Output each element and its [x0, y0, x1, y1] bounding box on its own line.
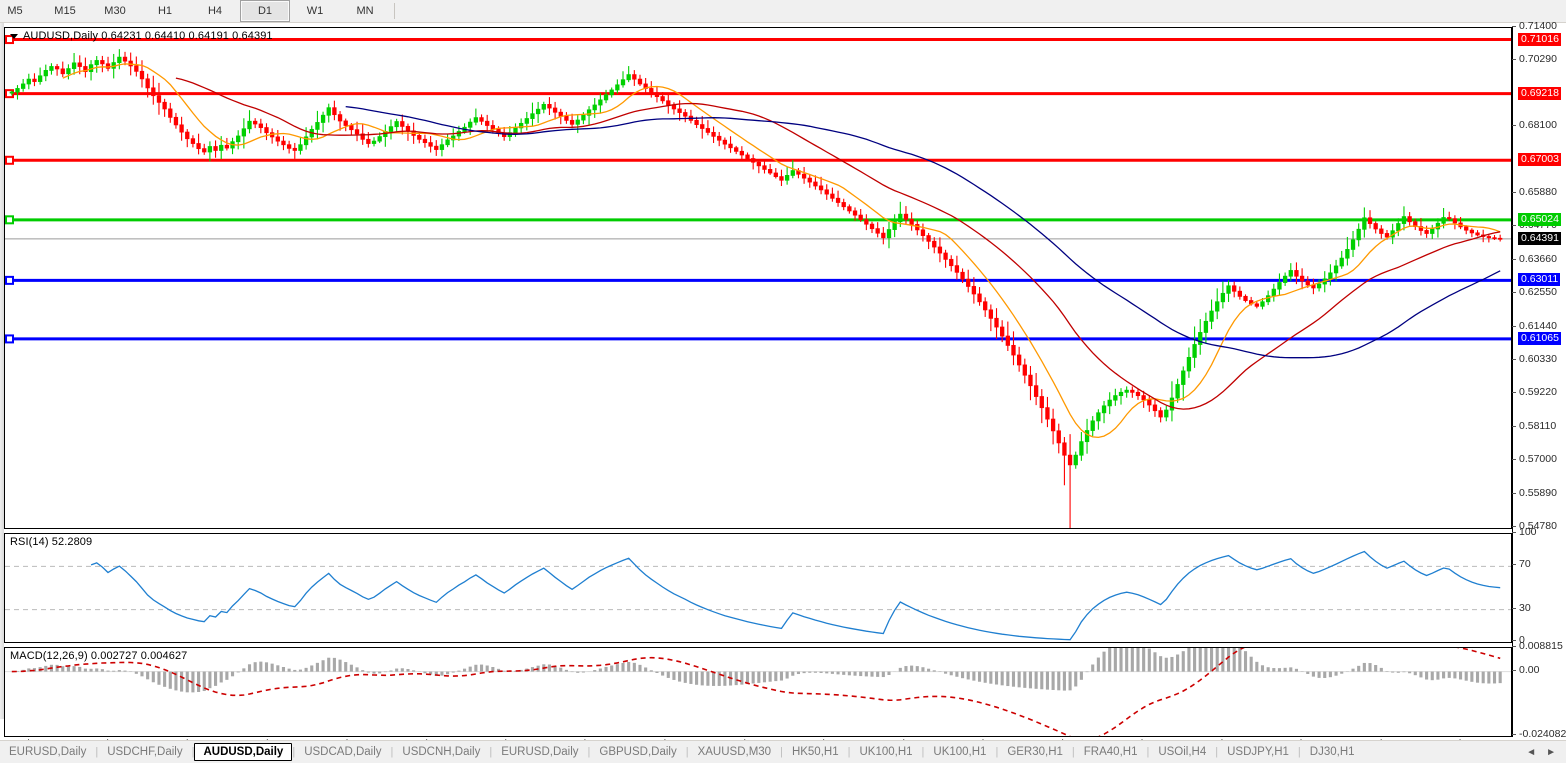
macd-tick-0: 0.008815: [1512, 641, 1563, 652]
tab-divider: |: [847, 746, 851, 758]
rsi-pane[interactable]: RSI(14) 52.2809: [4, 533, 1512, 643]
macd-plot: [5, 648, 1511, 736]
chart-tab-eurusd-daily[interactable]: EURUSD,Daily: [501, 746, 579, 758]
rsi-plot: [5, 534, 1511, 642]
chart-area: AUDUSD,Daily 0.64231 0.64410 0.64191 0.6…: [0, 21, 1566, 755]
timeframe-m30[interactable]: M30: [104, 5, 126, 17]
level-tag-4-value: 0.64391: [1518, 231, 1561, 245]
tab-divider: |: [390, 746, 394, 758]
price-tick-7: 0.61440: [1512, 320, 1557, 332]
price-tick-12: 0.55890: [1512, 487, 1557, 499]
tab-divider: |: [780, 746, 783, 758]
tab-divider: |: [921, 746, 925, 758]
tab-scroll-left-icon[interactable]: ◄: [1526, 746, 1537, 758]
chart-tab-xauusd-m30[interactable]: XAUUSD,M30: [697, 746, 772, 758]
tab-divider: |: [95, 746, 99, 758]
price-tick-9: 0.59220: [1512, 387, 1557, 398]
level-tag-0[interactable]: 0.71016: [1512, 32, 1561, 46]
timeframe-mn[interactable]: MN: [356, 5, 374, 17]
toolbar-divider: [394, 3, 395, 19]
level-tag-1[interactable]: 0.69218: [1512, 86, 1561, 100]
chart-tab-uk100-h1[interactable]: UK100,H1: [933, 746, 987, 758]
chart-tab-gbpusd-daily[interactable]: GBPUSD,Daily: [599, 746, 677, 758]
rsi-tick-1: 70: [1512, 559, 1531, 570]
symbol-text: AUDUSD,Daily 0.64231 0.64410 0.64191 0.6…: [23, 30, 273, 42]
price-tick-11: 0.57000: [1512, 454, 1557, 465]
chart-tab-usdcnh-daily[interactable]: USDCNH,Daily: [402, 746, 481, 758]
tab-divider: |: [1215, 746, 1219, 758]
chart-tab-ger30-h1[interactable]: GER30,H1: [1007, 746, 1063, 758]
timeframe-h1[interactable]: H1: [157, 5, 173, 17]
level-tag-5-value: 0.63011: [1518, 273, 1561, 287]
left-scroll-edge[interactable]: [0, 23, 4, 719]
tab-divider: |: [191, 746, 195, 758]
price-tick-1: 0.70290: [1512, 54, 1557, 65]
price-tick-8: 0.60330: [1512, 354, 1557, 365]
chart-tab-usoil-h4[interactable]: USOil,H4: [1158, 746, 1207, 758]
price-tick-6: 0.62550: [1512, 287, 1557, 298]
candlestick-svg: [5, 35, 1511, 528]
rsi-label: RSI(14) 52.2809: [10, 536, 93, 548]
tab-divider: |: [1071, 746, 1075, 758]
level-tag-1-value: 0.69218: [1518, 86, 1561, 100]
price-tick-3: 0.65880: [1512, 187, 1557, 198]
chart-tab-audusd-daily[interactable]: AUDUSD,Daily: [194, 743, 293, 761]
level-tag-4[interactable]: 0.64391: [1512, 231, 1561, 245]
timeframe-toolbar: M5 M15 M30 H1 H4 D1 W1 MN: [0, 0, 1566, 23]
timeframe-h4[interactable]: H4: [207, 5, 223, 17]
chevron-down-icon[interactable]: [10, 33, 18, 39]
chart-tab-usdcad-daily[interactable]: USDCAD,Daily: [304, 746, 382, 758]
timeframe-w1[interactable]: W1: [306, 5, 324, 17]
level-tag-5[interactable]: 0.63011: [1512, 273, 1561, 287]
macd-pane[interactable]: MACD(12,26,9) 0.002727 0.004627: [4, 647, 1512, 737]
price-tick-13: 0.54780: [1512, 521, 1557, 532]
tab-divider: |: [587, 746, 591, 758]
level-tag-3-value: 0.65024: [1518, 212, 1561, 226]
rsi-tick-3: 0: [1512, 635, 1525, 646]
tab-divider: |: [292, 746, 296, 758]
chart-tab-usdchf-daily[interactable]: USDCHF,Daily: [107, 746, 183, 758]
tab-nav: ◄ ►: [1526, 747, 1566, 758]
chart-tab-eurusd-daily[interactable]: EURUSD,Daily: [9, 746, 87, 758]
macd-tick-2: -0.024082: [1512, 729, 1566, 740]
tab-divider: |: [685, 746, 689, 758]
macd-svg: [5, 648, 1511, 736]
price-plot: [5, 28, 1511, 528]
level-tag-6[interactable]: 0.61065: [1512, 331, 1561, 345]
timeframe-m15[interactable]: M15: [54, 5, 76, 17]
axis-rule: [1512, 27, 1513, 737]
level-tag-2-value: 0.67003: [1518, 153, 1561, 167]
rsi-svg: [5, 550, 1511, 641]
chart-tab-usdjpy-h1[interactable]: USDJPY,H1: [1227, 746, 1289, 758]
level-tag-3[interactable]: 0.65024: [1512, 212, 1561, 226]
chart-tab-bar[interactable]: EURUSD,Daily | USDCHF,Daily | AUDUSD,Daily | U…: [0, 740, 1566, 763]
price-tick-0: 0.71400: [1512, 21, 1557, 32]
level-tag-6-value: 0.61065: [1518, 331, 1561, 345]
level-tag-2[interactable]: 0.67003: [1512, 153, 1561, 167]
chart-tab-dj30-h1[interactable]: DJ30,H1: [1309, 746, 1355, 758]
chart-tab-hk50-h1[interactable]: HK50,H1: [791, 746, 839, 758]
timeframe-d1[interactable]: D1: [240, 0, 290, 22]
tab-divider: |: [1146, 746, 1150, 758]
macd-label: MACD(12,26,9) 0.002727 0.004627: [10, 650, 188, 662]
tab-divider: |: [1297, 746, 1301, 758]
symbol-label: AUDUSD,Daily 0.64231 0.64410 0.64191 0.6…: [10, 30, 273, 42]
price-tick-10: 0.58110: [1512, 420, 1556, 432]
rsi-tick-2: 30: [1512, 602, 1531, 614]
timeframe-m5[interactable]: M5: [7, 5, 23, 17]
price-axis[interactable]: 0.714000.702900.681000.658800.647700.636…: [1512, 21, 1566, 740]
tab-divider: |: [489, 746, 493, 758]
tab-divider: |: [995, 746, 999, 758]
level-tag-0-value: 0.71016: [1518, 32, 1561, 46]
price-tick-2: 0.68100: [1512, 120, 1557, 131]
price-tick-5: 0.63660: [1512, 253, 1557, 265]
macd-tick-1: 0.00: [1512, 664, 1539, 676]
tab-scroll-right-icon[interactable]: ►: [1546, 746, 1556, 758]
chart-tab-uk100-h1[interactable]: UK100,H1: [859, 746, 913, 758]
rsi-tick-0: 100: [1512, 527, 1537, 538]
price-chart-pane[interactable]: AUDUSD,Daily 0.64231 0.64410 0.64191 0.6…: [4, 27, 1512, 529]
chart-tab-fra40-h1[interactable]: FRA40,H1: [1083, 746, 1138, 758]
